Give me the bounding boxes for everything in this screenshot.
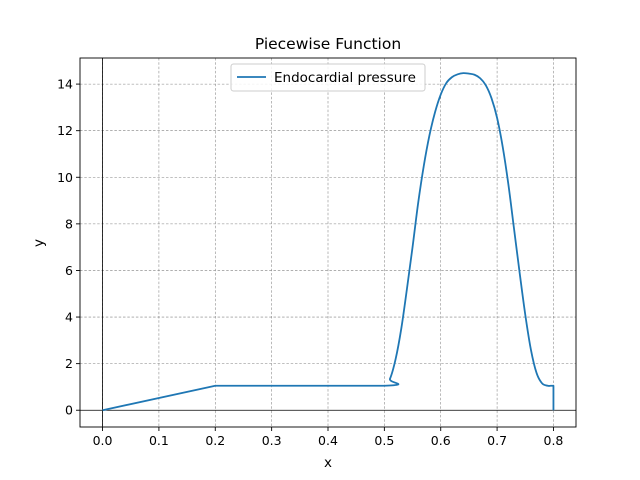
y-tick-label: 12 xyxy=(57,123,73,138)
x-axis-label: x xyxy=(324,455,332,471)
y-tick-label: 2 xyxy=(65,356,73,371)
y-axis-ticks: 0 2 4 6 8 10 12 14 xyxy=(57,77,80,418)
legend-label: Endocardial pressure xyxy=(274,70,416,86)
grid-lines xyxy=(80,58,576,427)
x-tick-label: 0.4 xyxy=(318,433,338,448)
zero-reference-lines xyxy=(80,58,576,427)
chart-title: Piecewise Function xyxy=(255,35,401,53)
series-layer xyxy=(102,72,555,412)
x-tick-label: 0.1 xyxy=(149,433,169,448)
x-tick-label: 0.7 xyxy=(487,433,507,448)
x-tick-label: 0.3 xyxy=(262,433,282,448)
y-tick-label: 10 xyxy=(57,170,73,185)
x-tick-label: 0.0 xyxy=(93,433,113,448)
x-tick-label: 0.8 xyxy=(544,433,564,448)
y-tick-label: 0 xyxy=(65,403,73,418)
y-axis-label: y xyxy=(31,239,47,247)
legend: Endocardial pressure xyxy=(230,63,426,92)
legend-box xyxy=(230,63,426,92)
y-tick-label: 6 xyxy=(65,263,73,278)
x-axis-ticks: 0.0 0.1 0.2 0.3 0.4 0.5 0.6 0.7 0.8 xyxy=(93,427,564,448)
x-tick-label: 0.2 xyxy=(205,433,225,448)
series-line-endocardial-pressure xyxy=(102,72,555,412)
y-tick-label: 4 xyxy=(65,310,73,325)
x-tick-label: 0.6 xyxy=(431,433,451,448)
y-tick-label: 8 xyxy=(65,216,73,231)
y-tick-label: 14 xyxy=(57,77,73,92)
x-tick-label: 0.5 xyxy=(374,433,394,448)
